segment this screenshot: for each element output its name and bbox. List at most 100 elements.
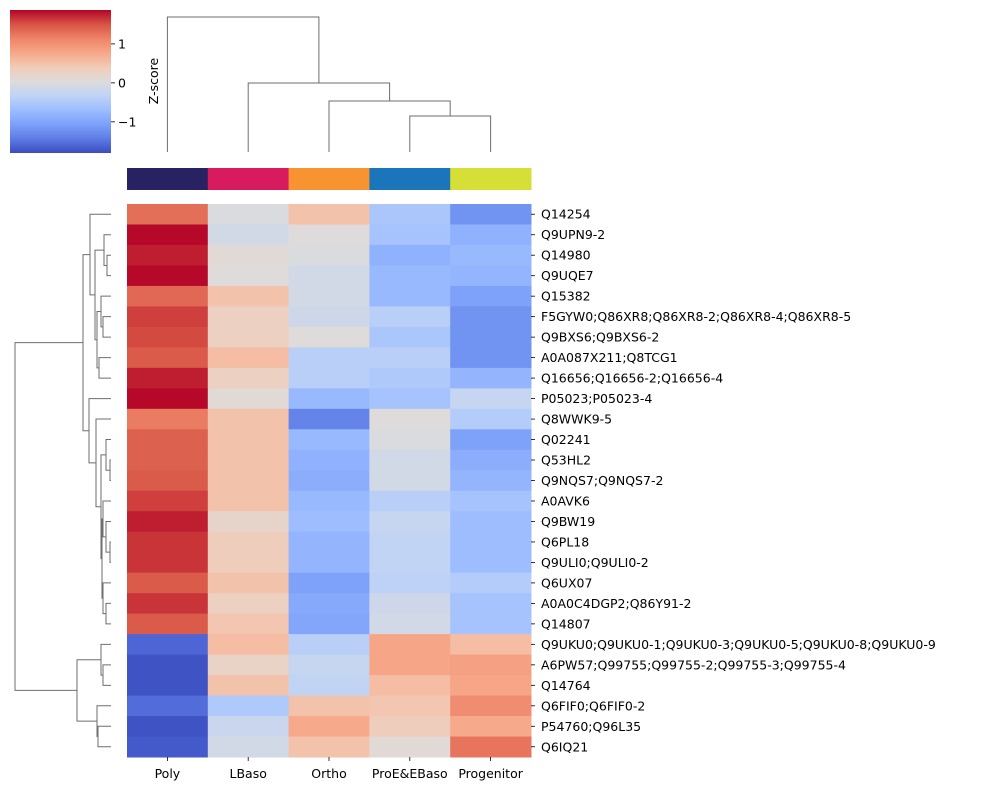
- colorbar-label: Z-score: [146, 57, 161, 104]
- column-color-swatch: [450, 168, 532, 190]
- heatmap-cell: [369, 204, 451, 225]
- heatmap-cell: [207, 654, 290, 676]
- heatmap-cell: [127, 265, 209, 287]
- heatmap-cell: [207, 613, 290, 635]
- heatmap-cell: [207, 224, 290, 246]
- row-label: Q6IQ21: [541, 739, 588, 754]
- column-label: LBaso: [230, 766, 267, 781]
- heatmap-cell: [369, 224, 451, 246]
- heatmap-cell: [288, 675, 370, 697]
- heatmap-cell: [207, 449, 290, 471]
- row-label: Q8WWK9-5: [541, 412, 612, 427]
- column-color-swatch: [288, 168, 370, 190]
- heatmap-cell: [207, 429, 290, 451]
- heatmap-cell: [369, 306, 451, 328]
- heatmap-cell: [207, 634, 290, 656]
- heatmap-cell: [288, 367, 370, 389]
- heatmap-cell: [127, 449, 209, 471]
- heatmap-cell: [207, 552, 290, 574]
- heatmap-cell: [288, 347, 370, 369]
- heatmap-cell: [369, 326, 451, 348]
- heatmap-cell: [127, 531, 209, 553]
- heatmap-cell: [450, 490, 532, 512]
- heatmap-cell: [450, 470, 532, 492]
- row-label: Q14980: [541, 248, 591, 263]
- column-color-bar: [127, 168, 532, 190]
- dendrogram-branch: [105, 602, 111, 625]
- column-color-swatch: [369, 168, 451, 190]
- row-label: Q9UQE7: [541, 268, 594, 283]
- heatmap-cell: [450, 449, 532, 471]
- heatmap-cell: [207, 675, 290, 697]
- heatmap-cell: [288, 388, 370, 410]
- heatmap-cell: [127, 613, 209, 635]
- heatmap-cell: [369, 367, 451, 389]
- heatmap-cell: [369, 470, 451, 492]
- heatmap-cell: [127, 470, 209, 492]
- row-label: Q9NQS7;Q9NQS7-2: [541, 473, 663, 488]
- heatmap-cell: [127, 244, 209, 266]
- heatmap-cell: [369, 716, 451, 738]
- heatmap-cell: [288, 326, 370, 348]
- heatmap-cell: [127, 593, 209, 615]
- heatmap-cell: [369, 265, 451, 287]
- heatmap-cell: [288, 593, 370, 615]
- colorbar-gradient: [10, 10, 111, 153]
- heatmap-cell: [450, 511, 532, 533]
- heatmap-cell: [450, 654, 532, 676]
- row-label: A0A0C4DGP2;Q86Y91-2: [541, 596, 691, 611]
- heatmap-cell: [288, 511, 370, 533]
- heatmap-cell: [450, 367, 532, 389]
- heatmap-cell: [207, 306, 290, 328]
- row-labels: Q14254 Q9UPN9-2 Q14980 Q9UQE7 Q15382 F5GYW0;Q…: [531, 207, 936, 754]
- row-label: Q15382: [541, 289, 591, 304]
- colorbar-tick-label: 1: [118, 36, 126, 51]
- heatmap-cell: [207, 572, 290, 594]
- row-label: Q9UPN9-2: [541, 227, 605, 242]
- heatmap-cell: [288, 408, 370, 430]
- heatmap-cell: [207, 285, 290, 307]
- heatmap-cell: [207, 347, 290, 369]
- heatmap-cell: [207, 695, 290, 717]
- heatmap-cell: [288, 449, 370, 471]
- heatmap-cell: [450, 285, 532, 307]
- row-label: Q9UKU0;Q9UKU0-1;Q9UKU0-3;Q9UKU0-5;Q9UKU0…: [541, 637, 936, 652]
- heatmap-cell: [127, 204, 209, 225]
- heatmap-cell: [207, 204, 290, 225]
- heatmap-cell: [288, 285, 370, 307]
- heatmap-cell: [450, 204, 532, 225]
- heatmap-cell: [288, 736, 370, 758]
- heatmap-cell: [288, 654, 370, 676]
- heatmap-cell: [369, 593, 451, 615]
- heatmap-cell: [369, 634, 451, 656]
- dendrogram-branch: [95, 418, 111, 508]
- heatmap-cell: [369, 285, 451, 307]
- heatmap-cell: [450, 695, 532, 717]
- dendrogram-branch: [97, 725, 111, 748]
- heatmap-cell: [450, 552, 532, 574]
- heatmap-cell: [127, 695, 209, 717]
- column-label: Poly: [155, 766, 181, 781]
- heatmap-cell: [207, 490, 290, 512]
- dendrogram-branch: [98, 357, 111, 379]
- heatmap-cell: [450, 265, 532, 287]
- heatmap-cell: [127, 736, 209, 758]
- heatmap-cell: [450, 634, 532, 656]
- heatmap-cell: [450, 224, 532, 246]
- row-label: Q53HL2: [541, 453, 591, 468]
- heatmap-cell: [207, 736, 290, 758]
- heatmap-cell: [288, 204, 370, 225]
- heatmap-cell: [127, 388, 209, 410]
- heatmap-cell: [450, 531, 532, 553]
- dendrogram-branch: [409, 115, 492, 152]
- colorbar: [10, 10, 111, 153]
- heatmap-cell: [369, 531, 451, 553]
- heatmap-cell: [127, 408, 209, 430]
- heatmap-cell: [127, 552, 209, 574]
- dendrogram-branch: [247, 82, 391, 152]
- colorbar-tick-label: 0: [118, 75, 126, 90]
- heatmap-cell: [288, 470, 370, 492]
- row-label: A0AVK6: [541, 493, 590, 508]
- heatmap-cell: [127, 654, 209, 676]
- row-label: Q6PL18: [541, 534, 589, 549]
